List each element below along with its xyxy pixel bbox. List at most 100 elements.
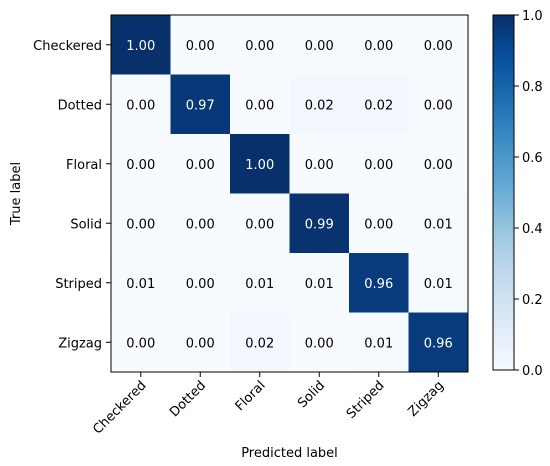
cell-value-label: 0.00 [186,217,215,232]
heatmap-cell [111,134,171,194]
y-axis-ticks: Checkered Dotted Floral Solid Striped Zigzag [33,39,111,351]
x-tick-label: Striped [344,378,388,422]
heatmap-cell [408,312,469,373]
x-tick-label: Dotted [167,378,209,420]
heatmap-cell [230,193,290,254]
cell-value-label: 1.00 [245,158,274,173]
heatmap-cell [230,74,290,135]
cell-value-label: 0.00 [424,39,453,54]
x-axis-ticks: Checkered Dotted Floral Solid Striped Zigzag [90,372,447,438]
heatmap-cells [111,15,469,373]
cell-value-label: 0.97 [186,98,215,113]
y-tick-label: Dotted [58,98,102,113]
heatmap-cell [349,312,409,373]
y-tick-label: Striped [55,277,102,292]
heatmap-cell [289,74,350,135]
cell-value-label: 0.00 [126,336,155,351]
cell-value-label: 0.00 [245,217,274,232]
heatmap-cell [408,253,469,313]
x-tick-label: Solid [295,378,328,411]
heatmap-cell [230,134,290,194]
cell-value-label: 0.00 [186,336,215,351]
cell-value-label: 0.02 [305,98,334,113]
cell-value-label: 0.01 [245,277,274,292]
cell-value-label: 0.00 [305,39,334,54]
heatmap-cell [230,312,290,373]
y-axis-label: True label [9,162,24,226]
cell-value-label: 0.01 [305,277,334,292]
cell-value-label: 0.00 [186,39,215,54]
heatmap-cell [111,74,171,135]
colorbar-tick-label: 0.2 [522,293,543,308]
heatmap-cell [289,253,350,313]
colorbar-tick-label: 0.0 [522,364,543,379]
heatmap-cell [170,253,231,313]
cell-value-label: 0.00 [305,336,334,351]
heatmap-cell [349,74,409,135]
colorbar-tick-label: 0.4 [522,222,543,237]
heatmap-cell [111,193,171,254]
heatmap-cell [170,134,231,194]
colorbar-tick-label: 0.6 [522,151,543,166]
heatmap-cell [349,134,409,194]
cell-value-label: 0.00 [126,217,155,232]
cell-value-label: 0.00 [126,98,155,113]
heatmap-cell [408,15,469,75]
colorbar-tick-label: 1.0 [522,9,543,24]
plot-frame [110,14,469,373]
heatmap-cell [289,193,350,254]
heatmap-cell [111,15,171,75]
x-tick-label: Checkered [90,378,149,437]
heatmap-cell [408,74,469,135]
cell-value-label: 0.96 [424,336,453,351]
heatmap-cell [230,253,290,313]
heatmap-cell [170,15,231,75]
heatmap-cell [408,134,469,194]
colorbar-ticks: 0.0 0.2 0.4 0.6 0.8 1.0 [514,9,543,379]
heatmap-cell [230,15,290,75]
cell-value-label: 0.01 [364,336,393,351]
cell-value-label: 0.00 [364,39,393,54]
cell-value-label: 0.01 [424,277,453,292]
x-axis-label: Predicted label [241,446,338,461]
cell-value-label: 0.00 [186,277,215,292]
y-tick-label: Solid [70,217,102,232]
cell-value-label: 0.00 [186,158,215,173]
x-tick-label: Floral [233,378,269,414]
x-tick-label: Zigzag [405,378,447,420]
cell-value-label: 0.00 [305,158,334,173]
heatmap-cell [170,74,231,135]
cell-value-label: 0.00 [245,39,274,54]
heatmap-cell [289,134,350,194]
y-tick-label: Checkered [33,39,102,54]
cell-value-label: 0.00 [245,98,274,113]
cell-value-label: 0.00 [364,158,393,173]
cell-value-label: 0.00 [126,158,155,173]
heatmap-cell [170,193,231,254]
colorbar: 0.0 0.2 0.4 0.6 0.8 1.0 [492,9,543,379]
colorbar-tick-label: 0.8 [522,80,543,95]
heatmap-cell [289,312,350,373]
heatmap-cell [111,312,171,373]
cell-value-label: 0.01 [126,277,155,292]
cell-value-label: 0.00 [424,158,453,173]
cell-value-label: 0.02 [364,98,393,113]
heatmap-cell [349,15,409,75]
heatmap-cell [111,253,171,313]
colorbar-gradient [492,14,515,371]
heatmap-cell [170,312,231,373]
cell-value-label: 0.96 [364,277,393,292]
heatmap-cell [349,193,409,254]
heatmap-cell [289,15,350,75]
y-tick-label: Floral [66,158,102,173]
cell-value-labels: 1.00 0.00 0.00 0.00 0.00 0.00 0.00 0.97 0.00 0.02… [126,39,452,352]
y-tick-label: Zigzag [58,336,102,351]
heatmap-cell [408,193,469,254]
heatmap-cell [349,253,409,313]
cell-value-label: 0.00 [364,217,393,232]
cell-value-label: 0.99 [305,217,334,232]
cell-value-label: 0.01 [424,217,453,232]
cell-value-label: 1.00 [126,39,155,54]
cell-value-label: 0.00 [424,98,453,113]
